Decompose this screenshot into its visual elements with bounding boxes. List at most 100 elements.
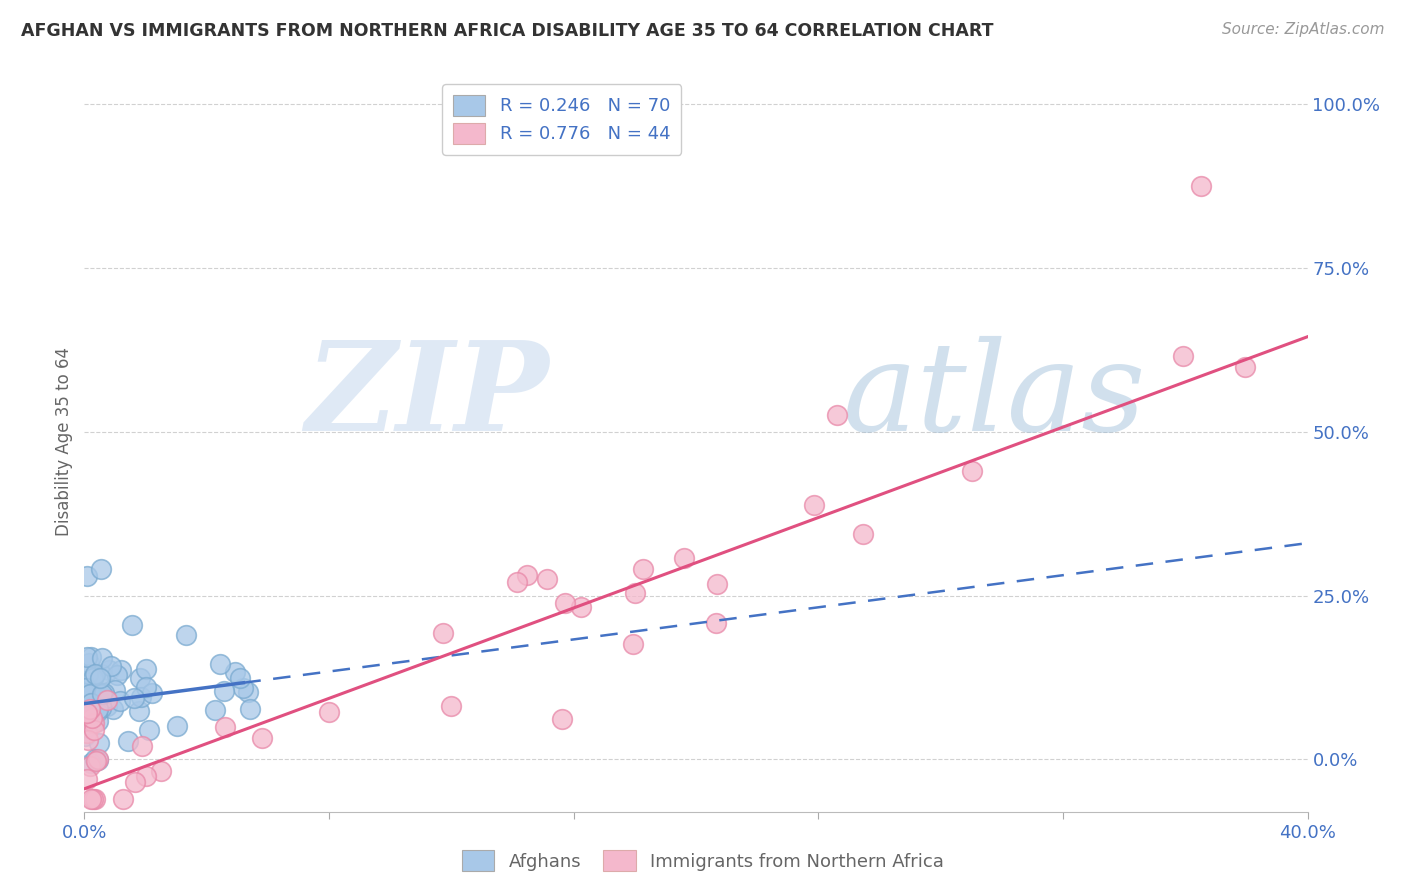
Point: [432, 626, 454, 640]
Point: [83, 752, 105, 766]
Point: [250, 731, 273, 746]
Legend: R = 0.246   N = 70, R = 0.776   N = 44: R = 0.246 N = 70, R = 0.776 N = 44: [441, 84, 682, 154]
Point: [506, 575, 529, 590]
Point: [135, 661, 157, 675]
Point: [825, 408, 848, 422]
Point: [440, 698, 463, 713]
Point: [551, 712, 574, 726]
Point: [77, 656, 100, 670]
Point: [90, 667, 112, 681]
Point: [73, 729, 96, 743]
Point: [76, 711, 98, 725]
Point: [76, 717, 98, 731]
Point: [318, 705, 340, 719]
Point: [129, 690, 152, 704]
Point: [624, 586, 647, 600]
Point: [631, 562, 654, 576]
Point: [84, 666, 107, 681]
Point: [79, 687, 101, 701]
Point: [73, 708, 96, 723]
Point: [84, 692, 107, 706]
Point: [77, 708, 100, 723]
Point: [135, 680, 157, 694]
Point: [149, 764, 172, 779]
Point: [87, 752, 110, 766]
Point: [83, 716, 105, 731]
Point: [83, 723, 105, 737]
Point: [80, 696, 103, 710]
Point: [569, 599, 592, 614]
Point: [224, 665, 246, 679]
Point: [214, 684, 236, 698]
Point: [1189, 179, 1212, 194]
Point: [135, 769, 157, 783]
Point: [75, 686, 97, 700]
Point: [76, 706, 98, 721]
Point: [100, 659, 122, 673]
Point: [166, 719, 188, 733]
Point: [80, 685, 103, 699]
Point: [131, 739, 153, 754]
Point: [77, 698, 100, 713]
Point: [93, 686, 115, 700]
Point: [112, 791, 135, 805]
Point: [80, 756, 103, 770]
Point: [87, 736, 110, 750]
Point: [101, 702, 124, 716]
Point: [706, 577, 728, 591]
Point: [228, 671, 250, 685]
Point: [79, 650, 101, 665]
Text: Source: ZipAtlas.com: Source: ZipAtlas.com: [1222, 22, 1385, 37]
Point: [86, 705, 108, 719]
Point: [104, 682, 127, 697]
Point: [87, 714, 110, 728]
Point: [79, 702, 101, 716]
Point: [80, 711, 103, 725]
Point: [536, 572, 558, 586]
Point: [75, 687, 97, 701]
Point: [110, 663, 132, 677]
Point: [82, 715, 104, 730]
Text: AFGHAN VS IMMIGRANTS FROM NORTHERN AFRICA DISABILITY AGE 35 TO 64 CORRELATION CH: AFGHAN VS IMMIGRANTS FROM NORTHERN AFRIC…: [21, 22, 994, 40]
Point: [174, 627, 197, 641]
Point: [80, 711, 103, 725]
Point: [84, 754, 107, 768]
Point: [141, 686, 163, 700]
Point: [76, 569, 98, 583]
Y-axis label: Disability Age 35 to 64: Disability Age 35 to 64: [55, 347, 73, 536]
Point: [82, 791, 104, 805]
Point: [96, 692, 118, 706]
Point: [76, 721, 98, 735]
Point: [208, 657, 231, 671]
Point: [122, 691, 145, 706]
Point: [76, 726, 98, 740]
Legend: Afghans, Immigrants from Northern Africa: Afghans, Immigrants from Northern Africa: [454, 843, 952, 879]
Point: [124, 775, 146, 789]
Point: [128, 704, 150, 718]
Point: [803, 498, 825, 512]
Point: [79, 759, 101, 773]
Point: [91, 687, 114, 701]
Point: [97, 663, 120, 677]
Text: ZIP: ZIP: [305, 336, 550, 458]
Point: [77, 693, 100, 707]
Point: [704, 616, 727, 631]
Point: [82, 671, 104, 685]
Point: [77, 666, 100, 681]
Point: [90, 650, 112, 665]
Text: atlas: atlas: [842, 336, 1146, 458]
Point: [84, 791, 107, 805]
Point: [121, 617, 143, 632]
Point: [94, 690, 117, 705]
Point: [90, 695, 112, 709]
Point: [204, 703, 226, 717]
Point: [86, 754, 108, 768]
Point: [83, 684, 105, 698]
Point: [75, 720, 97, 734]
Point: [621, 637, 644, 651]
Point: [214, 720, 236, 734]
Point: [236, 685, 259, 699]
Point: [89, 671, 111, 685]
Point: [90, 562, 112, 576]
Point: [76, 650, 98, 665]
